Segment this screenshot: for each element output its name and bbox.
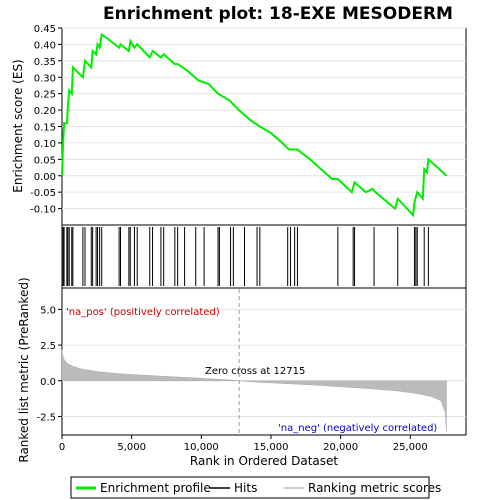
es-tick-label: 0.45 — [34, 24, 56, 35]
metric-tick-label: 5.0 — [40, 305, 56, 316]
es-tick-label: 0.25 — [34, 90, 56, 101]
legend-label: Ranking metric scores — [308, 481, 441, 495]
es-y-ticks: 0.45 0.40 0.35 0.30 0.25 0.20 0.15 0.10 0.05 0.00… — [30, 24, 62, 216]
pos-correlated-label: 'na_pos' (positively correlated) — [66, 307, 220, 318]
chart-title: Enrichment plot: 18-EXE MESODERM — [103, 4, 453, 24]
metric-y-ticks: 5.0 2.5 0.0 -2.5 — [36, 305, 62, 423]
metric-x-ticks: 0 5,000 10,000 15,000 20,000 25,000 — [59, 435, 428, 453]
es-y-axis-label: Enrichment score (ES) — [11, 59, 25, 192]
metric-tick-label: 2.5 — [40, 341, 56, 352]
legend-label: Hits — [234, 481, 257, 495]
x-tick-label: 10,000 — [184, 442, 219, 453]
legend-box — [70, 476, 430, 499]
hits-panel — [61, 224, 467, 289]
metric-y-axis-label: Ranked list metric (PreRanked) — [17, 277, 31, 462]
x-tick-label: 25,000 — [393, 442, 428, 453]
es-tick-label: 0.00 — [34, 172, 56, 183]
legend-label: Enrichment profile — [100, 481, 211, 495]
es-tick-label: 0.15 — [34, 123, 56, 134]
metric-tick-label: 0.0 — [40, 377, 56, 388]
metric-tick-label: -2.5 — [36, 412, 56, 423]
es-tick-label: 0.20 — [34, 106, 56, 117]
es-tick-label: -0.05 — [30, 188, 56, 199]
hits-markers — [62, 227, 429, 286]
es-tick-label: 0.30 — [34, 73, 56, 84]
x-tick-label: 15,000 — [253, 442, 288, 453]
es-tick-label: 0.35 — [34, 57, 56, 68]
metric-plot-area — [61, 287, 467, 436]
es-tick-label: 0.40 — [34, 40, 56, 51]
x-tick-label: 20,000 — [323, 442, 358, 453]
es-tick-label: -0.10 — [30, 205, 56, 216]
x-tick-label: 5,000 — [117, 442, 146, 453]
es-tick-label: 0.10 — [34, 139, 56, 150]
neg-correlated-label: 'na_neg' (negatively correlated) — [278, 423, 437, 434]
es-tick-label: 0.05 — [34, 155, 56, 166]
x-tick-label: 0 — [59, 442, 65, 453]
x-axis-label: Rank in Ordered Dataset — [190, 454, 338, 468]
legend: Enrichment profile Hits Ranking metric sco… — [76, 481, 441, 495]
enrichment-profile-line — [61, 32, 448, 218]
zero-cross-label: Zero cross at 12715 — [205, 366, 305, 377]
